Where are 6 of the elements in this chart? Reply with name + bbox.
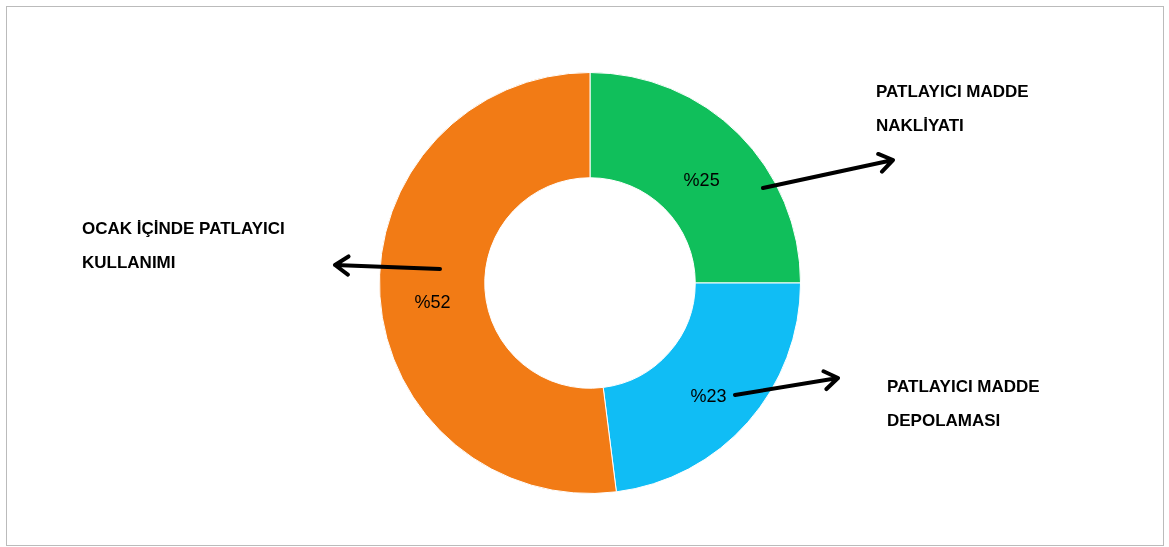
data-label: %23 <box>690 386 727 407</box>
slice-label: PATLAYICI MADDE DEPOLAMASI <box>887 376 1041 432</box>
data-label: %52 <box>414 291 451 312</box>
data-label: %25 <box>683 170 720 191</box>
slice-label: OCAK İÇİNDE PATLAYICI KULLANIMI <box>82 218 286 274</box>
slice-label: PATLAYICI MADDE NAKLİYATI <box>876 81 1030 137</box>
